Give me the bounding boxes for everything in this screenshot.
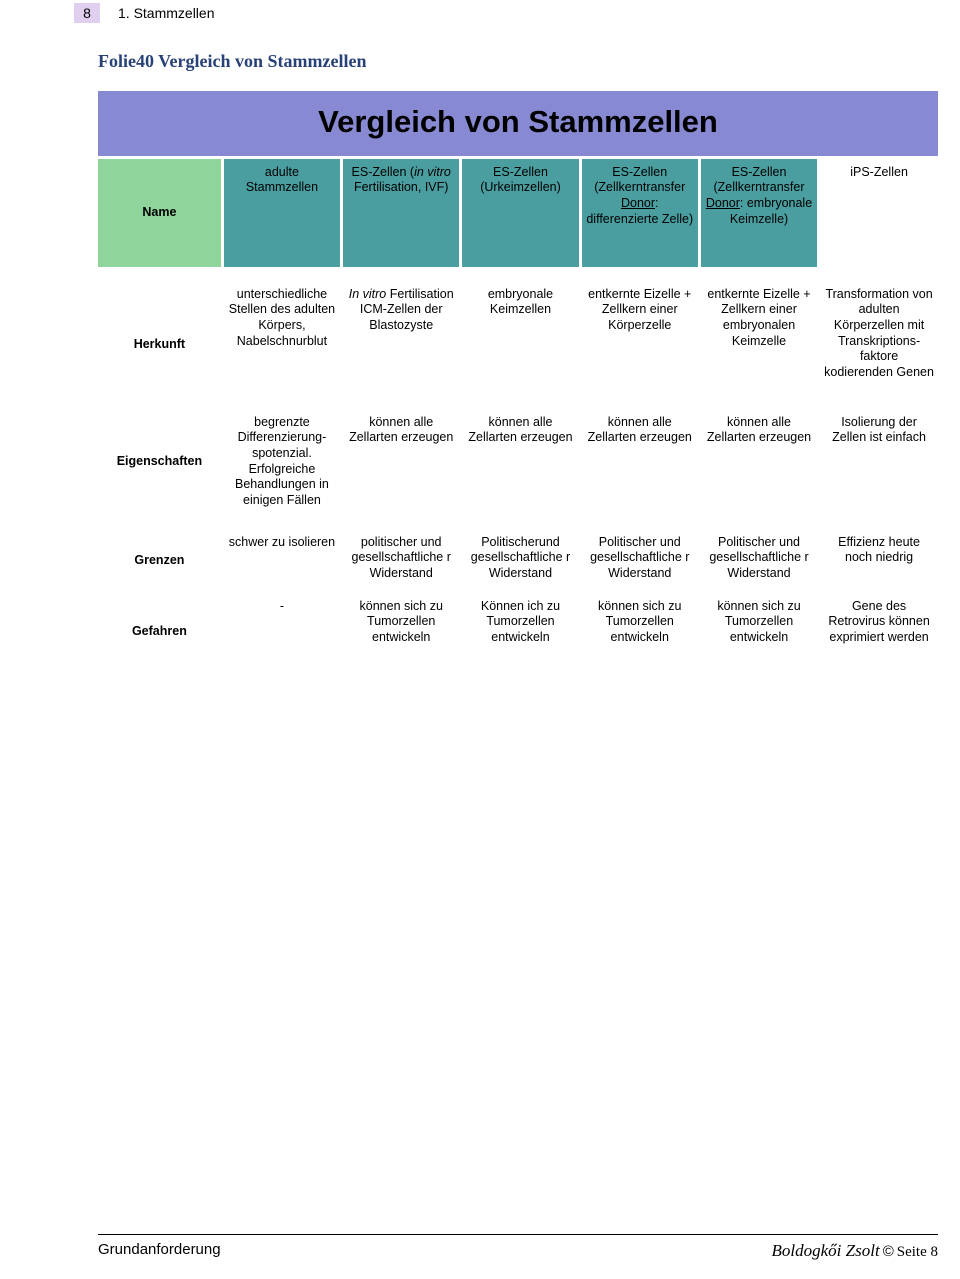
- cell-grenzen-4: Politischer und gesellschaftliche r Wide…: [580, 529, 699, 593]
- page-number-badge: 8: [74, 3, 100, 23]
- cell-eig-4: können alle Zellarten erzeugen: [580, 409, 699, 515]
- cell-grenzen-6: Effizienz heute noch niedrig: [819, 529, 938, 593]
- row-label-eigenschaften: Eigenschaften: [98, 409, 222, 515]
- cell-herkunft-6: Transformation von adulten Körperzellen …: [819, 281, 938, 409]
- footer-left: Grundanforderung: [98, 1241, 221, 1261]
- cell-herkunft-3: embryonale Keimzellen: [461, 281, 580, 409]
- cell-gefahren-3: Können ich zu Tumorzellen entwickeln: [461, 593, 580, 671]
- col-header-adult: adulte Stammzellen: [222, 159, 341, 267]
- cell-eig-5: können alle Zellarten erzeugen: [699, 409, 818, 515]
- cell-herkunft-1: unterschiedliche Stellen des adulten Kör…: [222, 281, 341, 409]
- row-label-herkunft: Herkunft: [98, 281, 222, 409]
- cell-gefahren-4: können sich zu Tumorzellen entwickeln: [580, 593, 699, 671]
- chapter-title: 1. Stammzellen: [118, 3, 214, 21]
- cell-gefahren-1: -: [222, 593, 341, 671]
- cell-herkunft-2: In vitro Fertilisation ICM-Zellen der Bl…: [342, 281, 461, 409]
- footer-page: Seite 8: [897, 1244, 938, 1261]
- cell-gefahren-2: können sich zu Tumorzellen entwickeln: [342, 593, 461, 671]
- cell-herkunft-5: entkernte Eizelle + Zellkern einer embry…: [699, 281, 818, 409]
- row-label-gefahren: Gefahren: [98, 593, 222, 671]
- cell-eig-3: können alle Zellarten erzeugen: [461, 409, 580, 515]
- page-footer: Grundanforderung Boldogkői Zsolt © Seite…: [98, 1234, 938, 1261]
- col-header-es-donor-emb: ES-Zellen (Zellkerntransfer Donor: embry…: [699, 159, 818, 267]
- footer-copy: ©: [883, 1243, 894, 1260]
- slide-heading: Folie40 Vergleich von Stammzellen: [98, 51, 960, 72]
- row-label-grenzen: Grenzen: [98, 529, 222, 593]
- cell-gefahren-6: Gene des Retrovirus können exprimiert we…: [819, 593, 938, 671]
- col-header-es-urkeim: ES-Zellen (Urkeimzellen): [461, 159, 580, 267]
- col-header-es-ivf: ES-Zellen (in vitro Fertilisation, IVF): [342, 159, 461, 267]
- comparison-table: Vergleich von Stammzellen Name adulte St…: [98, 88, 938, 671]
- cell-herkunft-4: entkernte Eizelle + Zellkern einer Körpe…: [580, 281, 699, 409]
- comparison-table-wrap: Vergleich von Stammzellen Name adulte St…: [98, 88, 938, 671]
- cell-grenzen-1: schwer zu isolieren: [222, 529, 341, 593]
- cell-eig-6: Isolierung der Zellen ist einfach: [819, 409, 938, 515]
- footer-author: Boldogkői Zsolt: [772, 1241, 880, 1261]
- cell-eig-2: können alle Zellarten erzeugen: [342, 409, 461, 515]
- col-header-es-donor-diff: ES-Zellen (Zellkerntransfer Donor: diffe…: [580, 159, 699, 267]
- cell-grenzen-3: Politischerund gesellschaftliche r Wider…: [461, 529, 580, 593]
- cell-grenzen-2: politischer und gesellschaftliche r Wide…: [342, 529, 461, 593]
- col-header-ips: iPS-Zellen: [819, 159, 938, 267]
- footer-right: Boldogkői Zsolt © Seite 8: [772, 1241, 938, 1261]
- table-main-title: Vergleich von Stammzellen: [98, 88, 938, 159]
- row-label-name: Name: [98, 159, 222, 267]
- cell-gefahren-5: können sich zu Tumorzellen entwickeln: [699, 593, 818, 671]
- cell-eig-1: begrenzte Differenzierung-spotenzial. Er…: [222, 409, 341, 515]
- cell-grenzen-5: Politischer und gesellschaftliche r Wide…: [699, 529, 818, 593]
